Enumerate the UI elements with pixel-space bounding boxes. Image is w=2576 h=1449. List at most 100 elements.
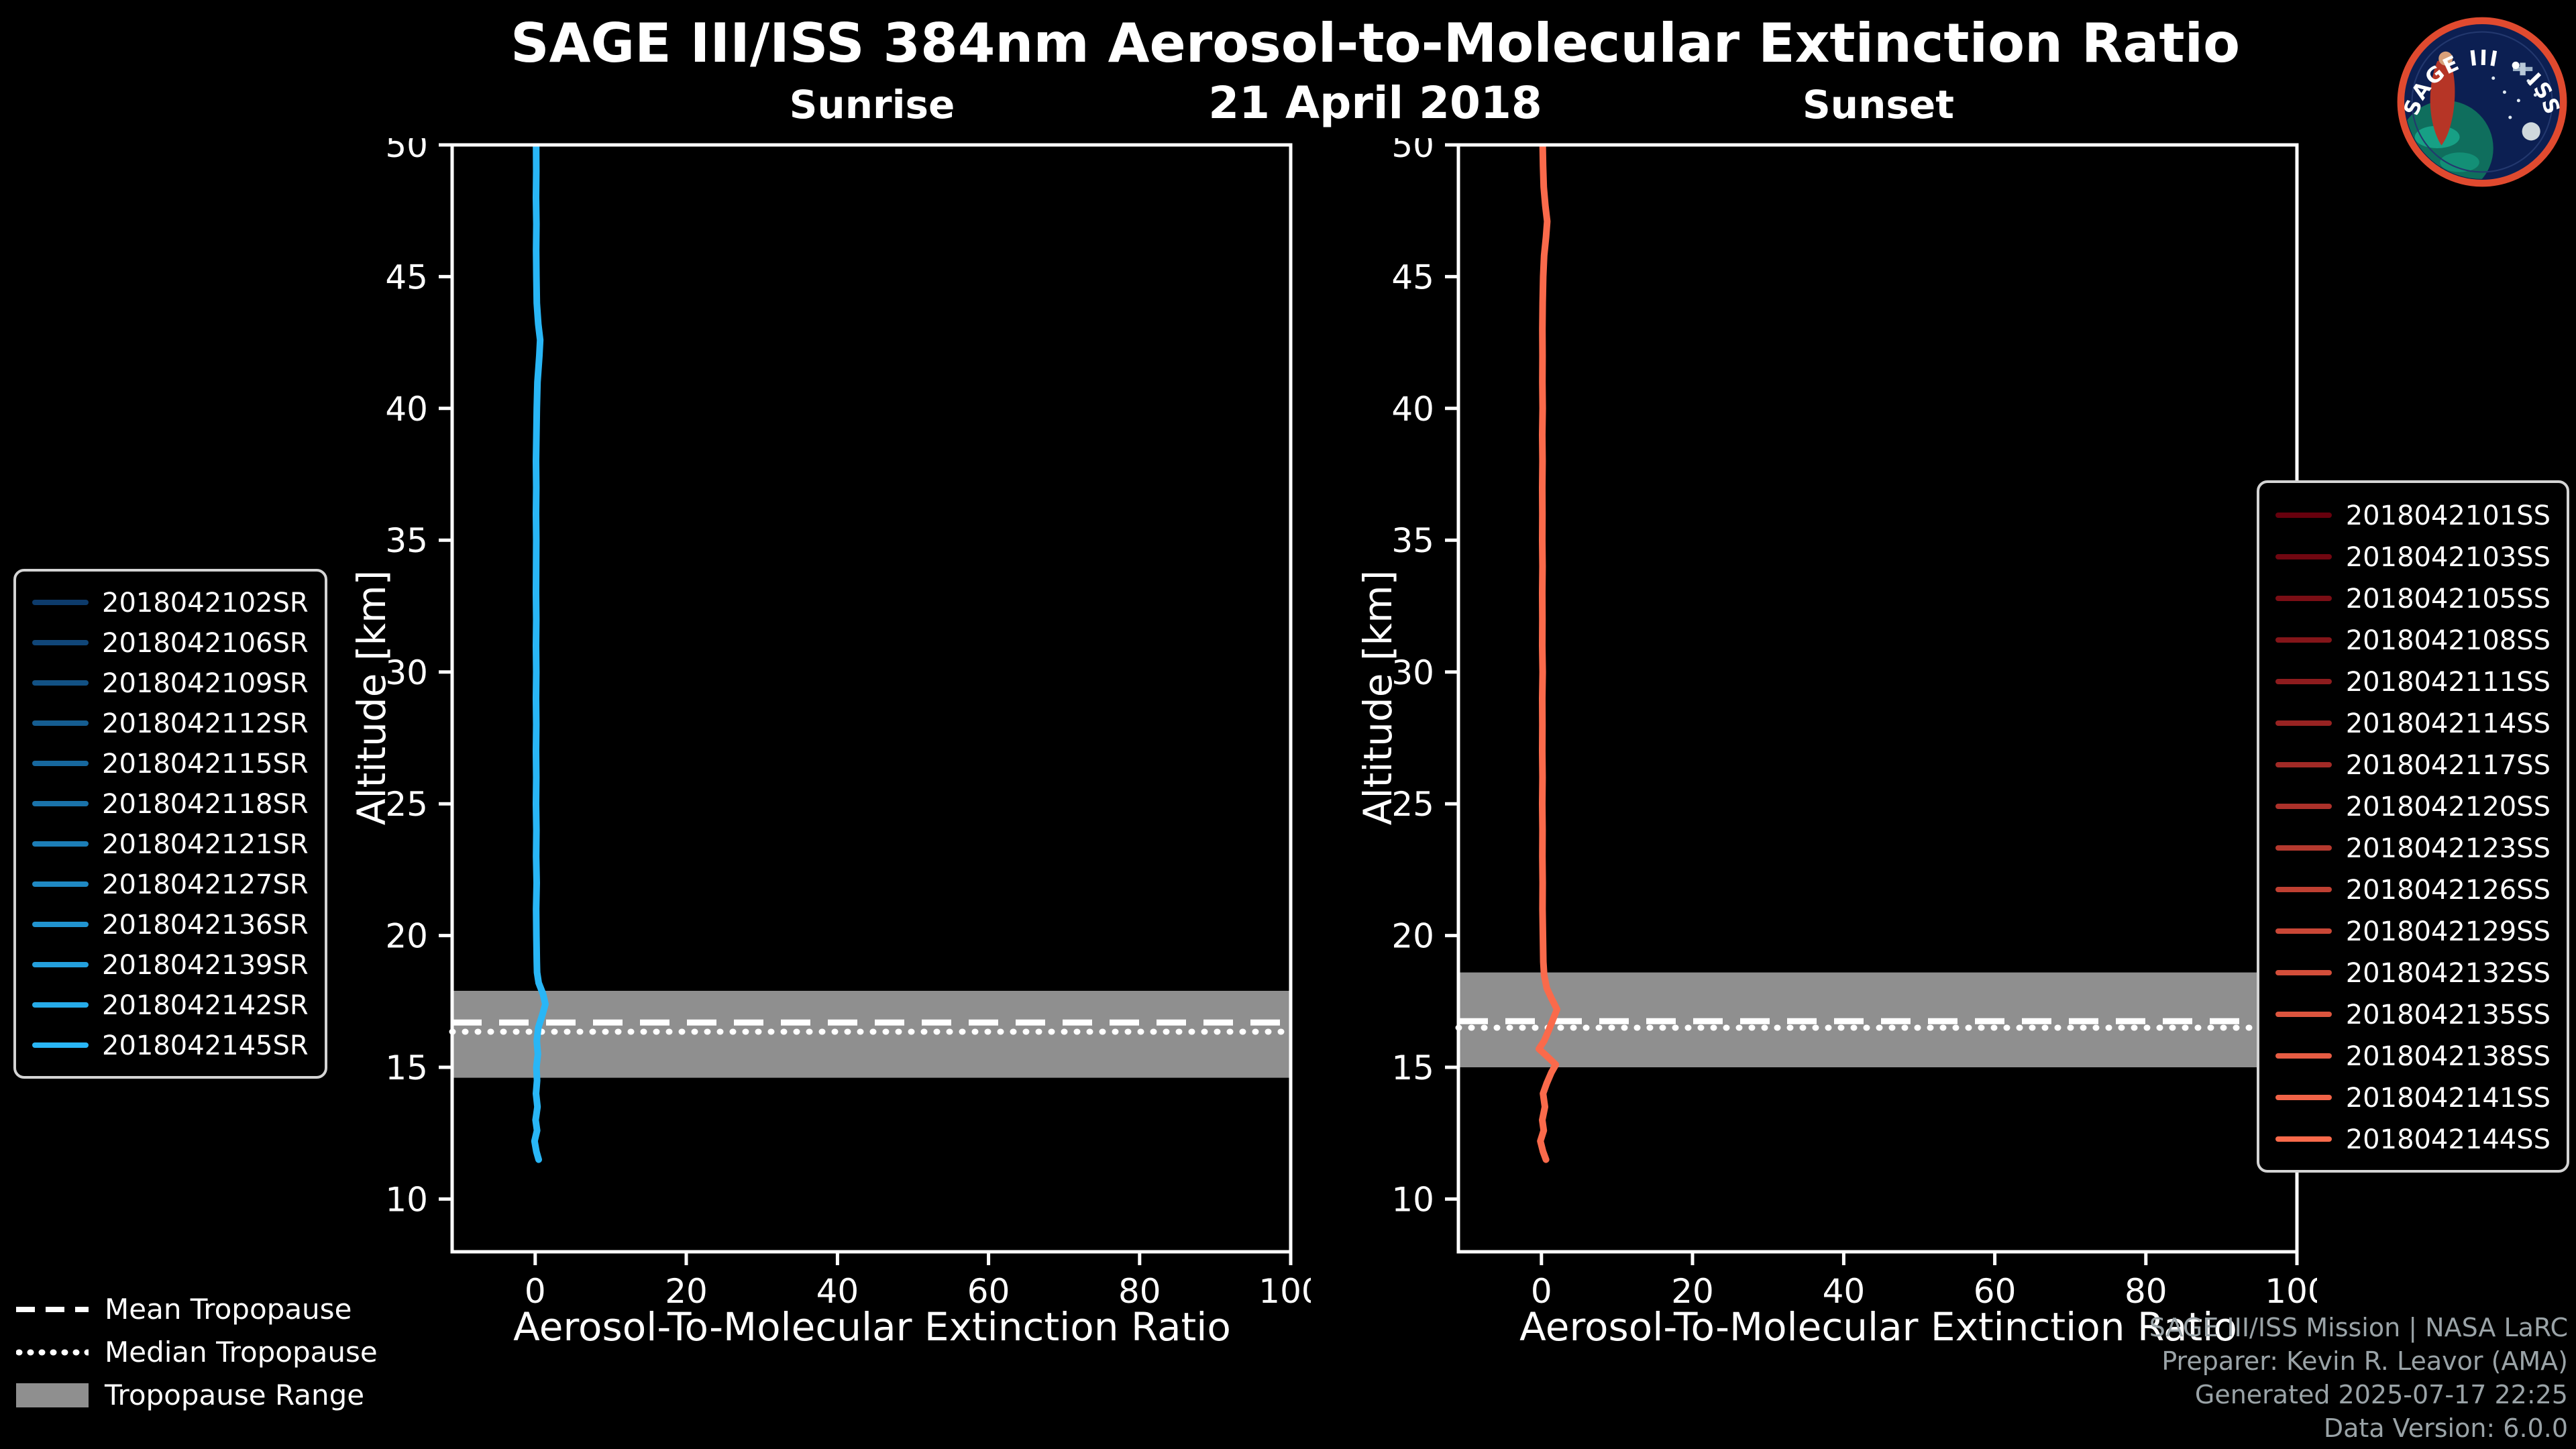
legend-label: 2018042145SR <box>102 1029 309 1061</box>
y-tick-label: 50 <box>1391 138 1434 165</box>
legend-line-swatch <box>2275 595 2332 600</box>
footer-mission: SAGE III/ISS Mission | NASA LaRC <box>2149 1313 2568 1343</box>
plot-border <box>450 143 1293 1254</box>
y-axis-label-sunset: Altitude [km] <box>1355 570 1401 826</box>
legend-line-swatch <box>32 640 89 645</box>
mean-tropopause-legend-row: Mean Tropopause <box>16 1292 378 1326</box>
legend-line-swatch <box>2275 886 2332 892</box>
legend-item: 2018042141SS <box>2275 1076 2551 1118</box>
legend-item: 2018042120SS <box>2275 785 2551 826</box>
y-tick-label: 20 <box>385 917 428 956</box>
legend-item: 2018042102SR <box>32 582 309 623</box>
legend-item: 2018042117SS <box>2275 743 2551 785</box>
legend-label: 2018042144SS <box>2345 1122 2551 1155</box>
legend-item: 2018042112SR <box>32 703 309 743</box>
sunrise-legend: 2018042102SR 2018042106SR 2018042109SR 2018… <box>13 569 327 1079</box>
sunset-plot: 0 20 40 60 80 100 10 15 20 25 30 35 40 45 50 <box>1391 138 2317 1311</box>
legend-item: 2018042101SS <box>2275 494 2551 535</box>
legend-label: 2018042118SR <box>102 788 309 820</box>
axis-ticks: 0 20 40 60 80 100 10 15 20 25 30 35 40 45 50 <box>1391 138 2317 1311</box>
dotted-line-swatch <box>16 1348 89 1355</box>
legend-item: 2018042108SS <box>2275 619 2551 660</box>
legend-item: 2018042114SS <box>2275 702 2551 743</box>
y-tick-label: 35 <box>1391 521 1434 560</box>
tropopause-legend: Mean Tropopause Median Tropopause Tropop… <box>16 1292 378 1411</box>
legend-line-swatch <box>32 962 89 967</box>
x-tick-label: 100 <box>1258 1272 1311 1311</box>
legend-label: 2018042112SR <box>102 707 309 739</box>
legend-line-swatch <box>2275 1053 2332 1058</box>
legend-item: 2018042103SS <box>2275 535 2551 577</box>
legend-line-swatch <box>32 720 89 726</box>
legend-item: 2018042142SR <box>32 985 309 1025</box>
x-tick-label: 80 <box>1118 1272 1161 1311</box>
legend-item: 2018042115SR <box>32 743 309 784</box>
y-tick-label: 35 <box>385 521 428 560</box>
legend-label: 2018042132SS <box>2345 956 2551 988</box>
footer-generated: Generated 2025-07-17 22:25 <box>2194 1381 2568 1410</box>
legend-item: 2018042111SS <box>2275 660 2551 702</box>
plot-border <box>1456 143 2299 1254</box>
legend-line-swatch <box>32 680 89 686</box>
legend-line-swatch <box>32 600 89 605</box>
legend-line-swatch <box>32 922 89 927</box>
legend-label: 2018042109SR <box>102 667 309 699</box>
x-tick-label: 20 <box>665 1272 708 1311</box>
legend-label: 2018042102SR <box>102 586 309 619</box>
legend-item: 2018042129SS <box>2275 910 2551 951</box>
legend-label: 2018042141SS <box>2345 1081 2551 1113</box>
legend-label: 2018042114SS <box>2345 706 2551 739</box>
legend-item: 2018042105SS <box>2275 577 2551 619</box>
legend-item: 2018042145SR <box>32 1025 309 1065</box>
legend-item: 2018042135SS <box>2275 993 2551 1034</box>
legend-line-swatch <box>2275 553 2332 559</box>
moon-icon <box>2522 122 2540 141</box>
legend-line-swatch <box>2275 512 2332 517</box>
legend-item: 2018042118SR <box>32 784 309 824</box>
median-tropopause-label: Median Tropopause <box>105 1336 378 1368</box>
y-tick-label: 20 <box>1391 917 1434 956</box>
y-tick-label: 15 <box>1391 1049 1434 1087</box>
legend-line-swatch <box>2275 1094 2332 1099</box>
median-tropopause-legend-row: Median Tropopause <box>16 1335 378 1368</box>
y-tick-label: 15 <box>385 1049 428 1087</box>
legend-line-swatch <box>2275 637 2332 642</box>
y-tick-label: 50 <box>385 138 428 165</box>
x-tick-label: 0 <box>525 1272 546 1311</box>
sage-logo-badge: SAGE III • ISS <box>2397 17 2567 187</box>
y-tick-label: 40 <box>385 390 428 429</box>
legend-label: 2018042108SS <box>2345 623 2551 655</box>
gray-patch-swatch <box>16 1383 89 1407</box>
tropopause-range-legend-row: Tropopause Range <box>16 1378 378 1411</box>
x-axis-label-sunrise: Aerosol-To-Molecular Extinction Ratio <box>513 1304 1231 1350</box>
y-axis-label-sunrise: Altitude [km] <box>349 570 394 826</box>
legend-line-swatch <box>2275 1136 2332 1141</box>
x-tick-label: 60 <box>967 1272 1010 1311</box>
y-tick-label: 25 <box>1391 785 1434 824</box>
dashed-line-swatch <box>16 1306 89 1311</box>
sunrise-plot: 0 20 40 60 80 100 10 15 20 25 30 35 40 45 50 <box>385 138 1311 1311</box>
legend-label: 2018042103SS <box>2345 540 2551 572</box>
legend-line-swatch <box>32 801 89 806</box>
legend-label: 2018042120SS <box>2345 790 2551 822</box>
panel-title-sunrise: Sunrise <box>789 82 955 127</box>
legend-item: 2018042106SR <box>32 623 309 663</box>
legend-label: 2018042115SR <box>102 747 309 780</box>
legend-label: 2018042111SS <box>2345 665 2551 697</box>
legend-label: 2018042129SS <box>2345 914 2551 947</box>
figure-title: SAGE III/ISS 384nm Aerosol-to-Molecular … <box>510 13 2241 75</box>
sage-logo: SAGE III • ISS <box>2391 8 2573 196</box>
legend-line-swatch <box>2275 845 2332 850</box>
footer-preparer: Preparer: Kevin R. Leavor (AMA) <box>2161 1347 2568 1377</box>
legend-line-swatch <box>2275 928 2332 933</box>
figure-icon <box>2430 60 2455 146</box>
legend-label: 2018042126SS <box>2345 873 2551 905</box>
y-tick-label: 45 <box>1391 258 1434 297</box>
x-tick-label: 60 <box>1974 1272 2017 1311</box>
footer-data-version: Data Version: 6.0.0 <box>2323 1414 2568 1444</box>
y-tick-label: 30 <box>1391 653 1434 692</box>
y-tick-label: 30 <box>385 653 428 692</box>
legend-label: 2018042106SR <box>102 627 309 659</box>
legend-line-swatch <box>2275 803 2332 808</box>
